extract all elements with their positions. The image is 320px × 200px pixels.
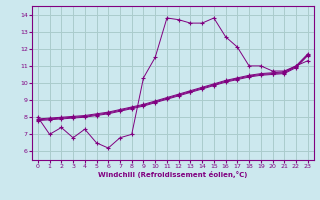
X-axis label: Windchill (Refroidissement éolien,°C): Windchill (Refroidissement éolien,°C): [98, 171, 247, 178]
